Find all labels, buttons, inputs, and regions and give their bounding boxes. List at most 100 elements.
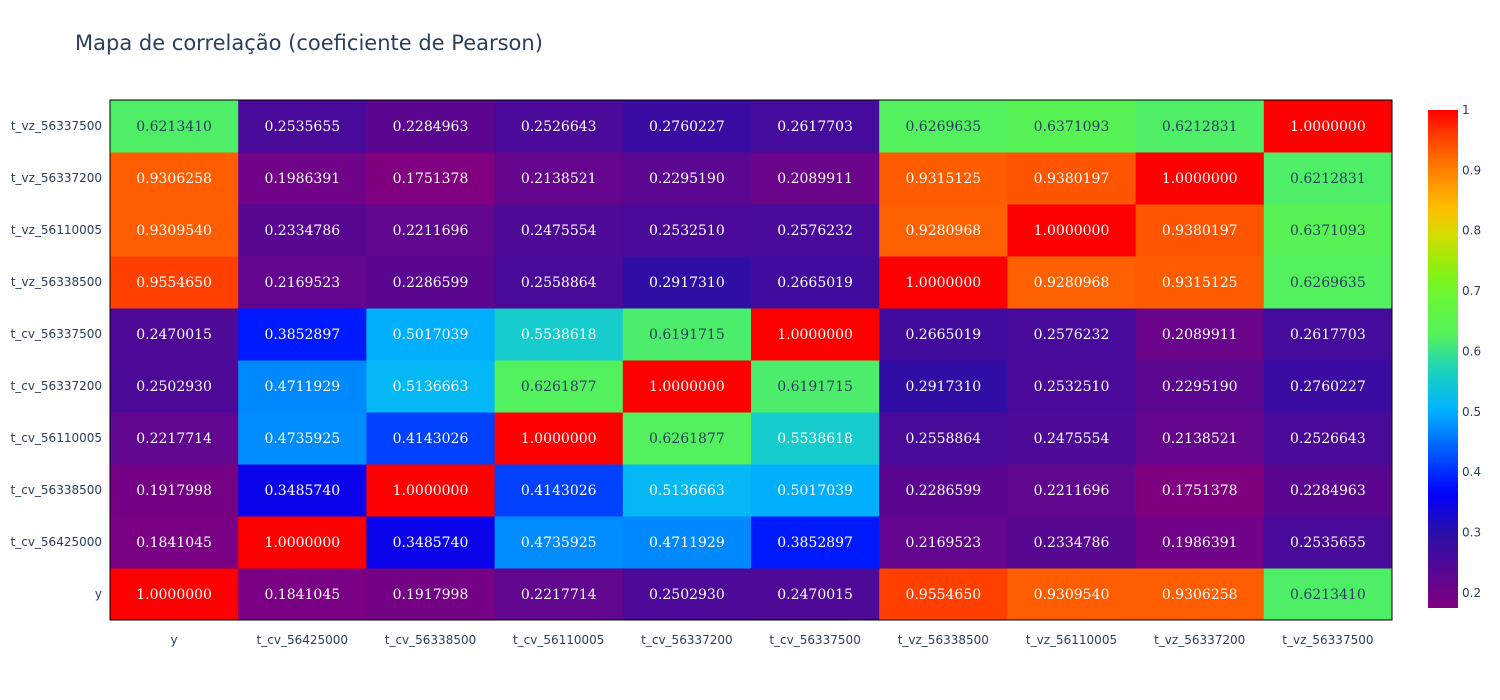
heatmap-cell: [751, 256, 880, 309]
heatmap-cell: [622, 256, 752, 309]
colorbar-tick-label: 1: [1462, 103, 1470, 117]
heatmap-cell: [1007, 412, 1137, 465]
cell-value-label: 0.9280968: [1034, 275, 1110, 291]
heatmap-cell: [366, 256, 496, 309]
heatmap-cell: [110, 568, 239, 621]
cell-value-label: 0.6213410: [136, 119, 212, 135]
heatmap-cell: [238, 464, 367, 517]
heatmap-cell: [366, 204, 496, 257]
heatmap-cell: [879, 516, 1008, 569]
y-tick-label: y: [95, 587, 102, 601]
heatmap-cell: [110, 464, 239, 517]
cell-value-label: 0.2535655: [1290, 535, 1366, 551]
heatmap-cell: [751, 464, 880, 517]
heatmap-cell: [238, 412, 367, 465]
heatmap-cell: [366, 100, 496, 153]
chart-title: Mapa de correlação (coeficiente de Pears…: [75, 31, 543, 55]
heatmap-cell: [879, 204, 1008, 257]
y-tick-label: t_cv_56337200: [11, 379, 102, 393]
heatmap-cell: [1007, 100, 1137, 153]
cell-value-label: 0.2138521: [1162, 431, 1238, 447]
x-tick-label: t_cv_56337500: [769, 633, 860, 647]
heatmap-cell: [1007, 464, 1137, 517]
cell-value-label: 0.2576232: [777, 223, 853, 239]
cell-value-label: 0.6371093: [1034, 119, 1110, 135]
cell-value-label: 0.4735925: [521, 535, 597, 551]
heatmap-cell: [751, 308, 880, 361]
heatmap-cell: [110, 204, 239, 257]
x-tick-label: t_cv_56337200: [641, 633, 732, 647]
heatmap-cell: [110, 308, 239, 361]
heatmap-cell: [1135, 360, 1265, 413]
colorbar: [1428, 110, 1458, 608]
cell-value-label: 1.0000000: [649, 379, 725, 395]
heatmap-cell-labels: 1.0000000 0.1841045 0.1917998 0.2217714 0.25…: [136, 119, 1366, 603]
heatmap-cell: [751, 204, 880, 257]
cell-value-label: 0.2138521: [521, 171, 597, 187]
heatmap-cell: [751, 412, 880, 465]
cell-value-label: 0.1917998: [136, 483, 212, 499]
cell-value-label: 0.4143026: [393, 431, 469, 447]
cell-value-label: 0.2665019: [777, 275, 853, 291]
cell-value-label: 0.2917310: [649, 275, 725, 291]
cell-value-label: 0.9554650: [136, 275, 212, 291]
cell-value-label: 0.4711929: [264, 379, 340, 395]
cell-value-label: 0.2558864: [905, 431, 981, 447]
heatmap-cell: [1135, 204, 1265, 257]
cell-value-label: 0.2089911: [1162, 327, 1238, 343]
heatmap-cell: [494, 360, 624, 413]
cell-value-label: 0.2295190: [649, 171, 725, 187]
heatmap-cell: [879, 152, 1008, 205]
cell-value-label: 0.2211696: [393, 223, 469, 239]
heatmap-cell: [1135, 100, 1265, 153]
cell-value-label: 0.2286599: [393, 275, 469, 291]
cell-value-label: 0.9309540: [1034, 587, 1110, 603]
heatmap-cell: [622, 308, 752, 361]
heatmap-cell: [238, 100, 367, 153]
y-tick-label: t_vz_56338500: [11, 275, 102, 289]
heatmap-cell: [622, 100, 752, 153]
cell-value-label: 0.2617703: [1290, 327, 1366, 343]
cell-value-label: 0.2617703: [777, 119, 853, 135]
heatmap-cell: [1135, 308, 1265, 361]
heatmap-cell: [110, 516, 239, 569]
cell-value-label: 0.2089911: [777, 171, 853, 187]
cell-value-label: 0.9315125: [1162, 275, 1238, 291]
heatmap-cell: [751, 516, 880, 569]
heatmap-cell: [1263, 568, 1393, 621]
colorbar-tick-label: 0.7: [1462, 284, 1481, 298]
x-tick-label: t_vz_56110005: [1026, 633, 1117, 647]
cell-value-label: 0.2475554: [521, 223, 597, 239]
cell-value-label: 0.2532510: [1034, 379, 1110, 395]
cell-value-label: 0.2475554: [1034, 431, 1110, 447]
cell-value-label: 0.4143026: [521, 483, 597, 499]
heatmap-cell: [238, 204, 367, 257]
cell-value-label: 0.2470015: [136, 327, 212, 343]
cell-value-label: 0.2211696: [1034, 483, 1110, 499]
heatmap-cell: [366, 360, 496, 413]
plot-border: [109, 99, 1393, 621]
cell-value-label: 0.2665019: [905, 327, 981, 343]
heatmap-cell: [879, 360, 1008, 413]
cell-value-label: 0.2334786: [264, 223, 340, 239]
heatmap-cell: [238, 360, 367, 413]
heatmap-cell: [622, 464, 752, 517]
cell-value-label: 0.1917998: [393, 587, 469, 603]
cell-value-label: 0.2169523: [264, 275, 340, 291]
cell-value-label: 1.0000000: [777, 327, 853, 343]
heatmap-cell: [238, 256, 367, 309]
heatmap-cell: [751, 360, 880, 413]
cell-value-label: 0.6261877: [521, 379, 597, 395]
colorbar-tick-label: 0.9: [1462, 163, 1481, 177]
heatmap-cell: [622, 412, 752, 465]
cell-value-label: 0.2334786: [1034, 535, 1110, 551]
heatmap-cell: [494, 256, 624, 309]
cell-value-label: 0.1841045: [136, 535, 212, 551]
cell-value-label: 0.2502930: [136, 379, 212, 395]
cell-value-label: 0.3485740: [393, 535, 469, 551]
heatmap-cell: [879, 256, 1008, 309]
cell-value-label: 0.1751378: [1162, 483, 1238, 499]
heatmap-cell: [1007, 152, 1137, 205]
cell-value-label: 0.1751378: [393, 171, 469, 187]
cell-value-label: 0.6212831: [1162, 119, 1238, 135]
